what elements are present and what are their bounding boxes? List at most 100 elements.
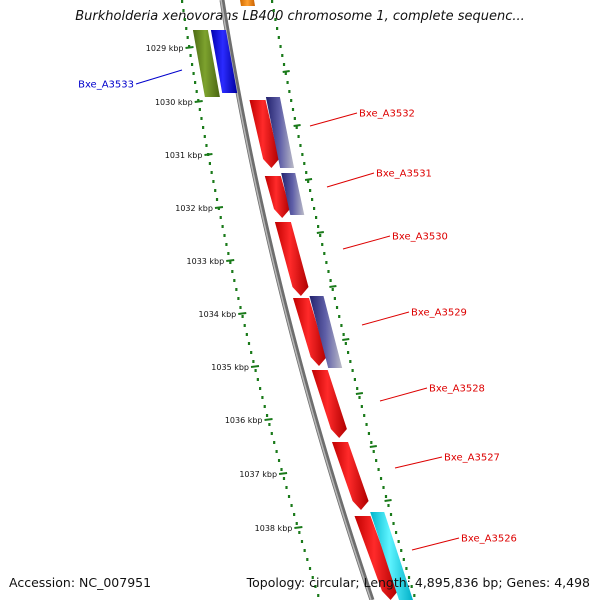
left-dotted-guide [256,378,259,381]
right-dotted-guide [397,540,400,543]
gene-label[interactable]: Bxe_A3532 [359,109,415,120]
kbp-tick [204,153,213,156]
right-dotted-guide [382,486,385,489]
right-dotted-guide [349,360,352,363]
left-dotted-guide [202,126,205,129]
kbp-tick [214,206,224,209]
kbp-tick [185,46,194,49]
left-dotted-guide [215,198,219,201]
left-dotted-guide [221,225,224,228]
gene-block-bxe-a3529 [293,298,327,366]
right-dotted-guide [356,387,359,390]
left-dotted-guide [308,567,312,570]
kbp-tick [294,526,303,529]
left-dotted-guide [295,522,298,525]
gene-label[interactable]: Bxe_A3530 [392,232,448,243]
kbp-label: 1031 kbp [165,151,203,160]
right-dotted-guide [323,252,326,255]
left-dotted-guide [273,441,276,444]
gene-leader-line [309,112,358,127]
left-dotted-guide [241,315,244,318]
left-dotted-guide [247,342,251,345]
kbp-label: 1038 kbp [255,524,293,533]
kbp-tick [238,312,247,315]
gene-block-bxe-a3526 [354,516,398,600]
gene-block-bxe-a3533 [210,30,238,93]
right-dotted-guide [375,459,378,462]
genome-backbone [219,0,375,600]
left-dotted-guide [225,243,228,246]
right-dotted-guide [387,504,390,507]
left-dotted-guide [192,72,195,75]
kbp-label: 1032 kbp [175,204,213,213]
gene-label[interactable]: Bxe_A3533 [78,80,134,91]
right-dotted-guide [407,576,411,579]
left-dotted-guide [268,423,271,426]
gene-label[interactable]: Bxe_A3527 [444,453,500,464]
feature-block-purple [265,97,295,168]
left-dotted-guide [259,387,262,390]
left-dotted-guide [306,558,309,561]
left-dotted-guide [254,369,257,372]
right-dotted-guide [317,225,320,228]
right-dotted-guide [286,81,289,84]
right-dotted-guide [284,72,287,75]
kbp-label: 1030 kbp [155,98,193,107]
left-dotted-guide [233,279,236,282]
right-dotted-guide [379,477,383,480]
right-dotted-guide [413,594,416,597]
gene-block-bxe-a3531 [264,176,290,218]
left-dotted-guide [245,333,248,336]
left-dotted-guide [219,216,222,219]
gene-block-bxe-a3528 [311,370,347,438]
gene-label[interactable]: Bxe_A3528 [429,384,485,395]
gene-leader-line [326,172,375,188]
right-dotted-guide [342,333,345,336]
right-tick [304,178,313,181]
right-dotted-guide [394,531,398,534]
gene-leader-line [342,235,391,250]
left-dotted-guide [194,81,197,84]
kbp-label: 1036 kbp [225,416,263,425]
right-dotted-guide [281,54,284,57]
right-dotted-guide [333,297,336,300]
left-dotted-guide [263,405,266,408]
kbp-tick [278,472,288,475]
right-dotted-guide [325,261,328,264]
right-tick [329,285,337,288]
left-dotted-guide [205,144,208,147]
right-dotted-guide [303,162,306,165]
accession-text: Accession: NC_007951 [9,575,152,590]
left-dotted-guide [290,504,293,507]
left-dotted-guide [314,585,317,588]
right-dotted-guide [329,279,332,282]
left-dotted-guide [210,171,213,174]
genome-backbone-highlight [220,0,372,600]
gene-label[interactable]: Bxe_A3531 [376,169,432,180]
left-dotted-guide [237,297,240,300]
right-dotted-guide [367,432,371,435]
right-dotted-guide [389,513,393,516]
gene-label[interactable]: Bxe_A3529 [411,308,467,319]
right-dotted-guide [410,585,413,588]
right-dotted-guide [293,117,296,120]
left-dotted-guide [285,486,288,489]
right-dotted-guide [295,126,298,129]
right-dotted-guide [279,45,282,48]
left-dotted-guide [298,531,301,534]
right-dotted-guide [297,135,300,138]
left-dotted-guide [189,54,192,57]
gene-label[interactable]: Bxe_A3526 [461,534,517,545]
summary-text: Topology: circular; Length: 4,895,836 bp… [246,575,590,590]
gene-leader-line [411,537,460,551]
right-dotted-guide [288,90,291,93]
left-dotted-guide [195,90,198,93]
right-dotted-guide [353,378,356,381]
right-dotted-guide [271,0,274,3]
right-dotted-guide [319,234,322,237]
right-tick [293,124,301,127]
left-dotted-guide [287,495,291,498]
right-tick [342,338,350,341]
left-dotted-guide [280,468,283,471]
